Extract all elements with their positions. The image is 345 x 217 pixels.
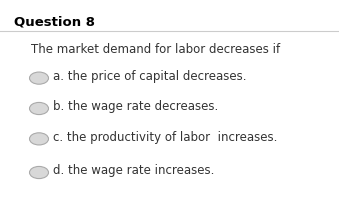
Text: d. the wage rate increases.: d. the wage rate increases. — [52, 164, 214, 177]
Circle shape — [30, 72, 49, 84]
Text: c. the productivity of labor  increases.: c. the productivity of labor increases. — [52, 131, 277, 144]
Text: Question 8: Question 8 — [13, 15, 95, 28]
Circle shape — [30, 133, 49, 145]
Text: a. the price of capital decreases.: a. the price of capital decreases. — [52, 70, 246, 83]
Text: b. the wage rate decreases.: b. the wage rate decreases. — [52, 100, 218, 113]
Circle shape — [30, 166, 49, 179]
Circle shape — [30, 102, 49, 115]
Text: The market demand for labor decreases if: The market demand for labor decreases if — [30, 43, 280, 56]
